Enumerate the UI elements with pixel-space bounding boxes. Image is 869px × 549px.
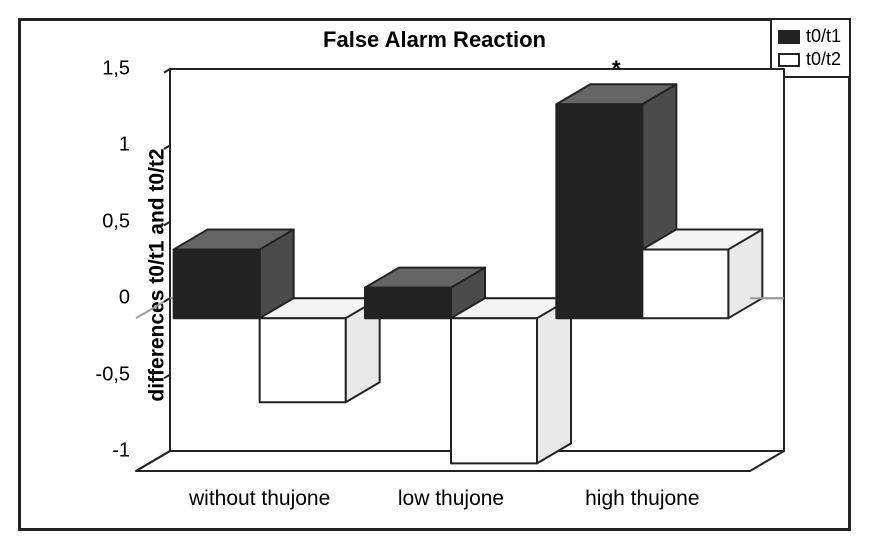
legend-label: t0/t1 [806, 26, 841, 47]
x-category-label: high thujone [585, 487, 699, 511]
x-category-label: without thujone [189, 487, 330, 511]
y-tick-label: -1 [112, 440, 130, 463]
legend-swatch-filled [778, 30, 800, 44]
y-tick-label: 1 [119, 134, 130, 157]
chart-frame: False Alarm Reaction t0/t1 t0/t2 differe… [18, 18, 851, 531]
plot-area: -1-0,500,511,5* [136, 69, 784, 471]
x-axis-labels: without thujone low thujone high thujone [136, 481, 784, 511]
significance-mark: * [612, 56, 621, 82]
x-category-label: low thujone [398, 487, 504, 511]
y-tick-label: 0 [119, 287, 130, 310]
y-tick-label: 1,5 [102, 58, 130, 81]
legend-label: t0/t2 [806, 49, 841, 70]
y-tick-label: -0,5 [96, 363, 130, 386]
legend-item: t0/t1 [778, 26, 841, 47]
y-tick-label: 0,5 [102, 210, 130, 233]
legend-item: t0/t2 [778, 49, 841, 70]
chart-svg [136, 69, 784, 471]
chart-title: False Alarm Reaction [21, 27, 848, 53]
legend-swatch-open [778, 53, 800, 67]
